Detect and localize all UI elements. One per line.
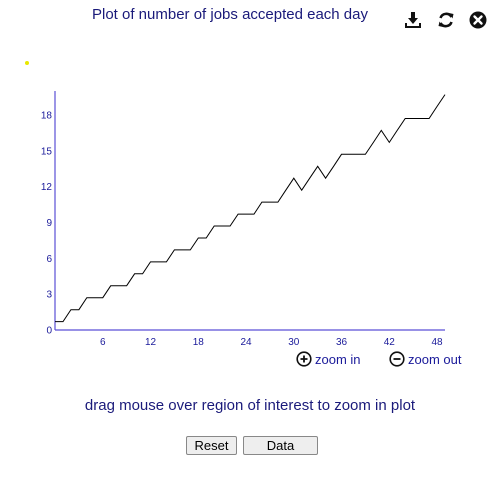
x-axis-ticks: 6 12 18 24 30 36 42 48 <box>100 337 443 348</box>
reset-button[interactable]: Reset <box>186 436 237 455</box>
chart-title: Plot of number of jobs accepted each day <box>91 6 368 23</box>
x-tick-label: 30 <box>288 337 300 348</box>
marker-dot <box>25 61 29 65</box>
y-tick-label: 12 <box>41 182 53 193</box>
x-tick-label: 6 <box>100 337 106 348</box>
y-tick-label: 6 <box>46 254 52 265</box>
zoom-out-label: zoom out <box>408 351 462 367</box>
x-tick-label: 42 <box>384 337 396 348</box>
y-tick-label: 15 <box>41 146 53 157</box>
zoom-out-button[interactable]: zoom out <box>389 351 461 367</box>
y-tick-label: 3 <box>46 290 52 301</box>
y-tick-label: 0 <box>46 326 52 337</box>
refresh-icon[interactable] <box>436 10 456 30</box>
x-tick-label: 48 <box>431 337 443 348</box>
y-axis-ticks: 0 3 6 9 12 15 18 <box>41 110 53 336</box>
data-button[interactable]: Data <box>243 436 318 455</box>
x-tick-label: 36 <box>336 337 348 348</box>
zoom-in-label: zoom in <box>315 351 361 367</box>
x-tick-label: 18 <box>193 337 205 348</box>
zoom-hint: drag mouse over region of interest to zo… <box>84 397 416 414</box>
x-tick-label: 24 <box>240 337 252 348</box>
series-line <box>55 94 446 323</box>
close-icon[interactable] <box>468 10 488 30</box>
zoom-out-icon <box>389 351 405 367</box>
zoom-in-icon <box>296 351 312 367</box>
x-tick-label: 12 <box>145 337 157 348</box>
download-icon[interactable] <box>403 10 423 30</box>
y-tick-label: 18 <box>41 110 53 121</box>
zoom-in-button[interactable]: zoom in <box>296 351 361 367</box>
y-tick-label: 9 <box>46 218 52 229</box>
